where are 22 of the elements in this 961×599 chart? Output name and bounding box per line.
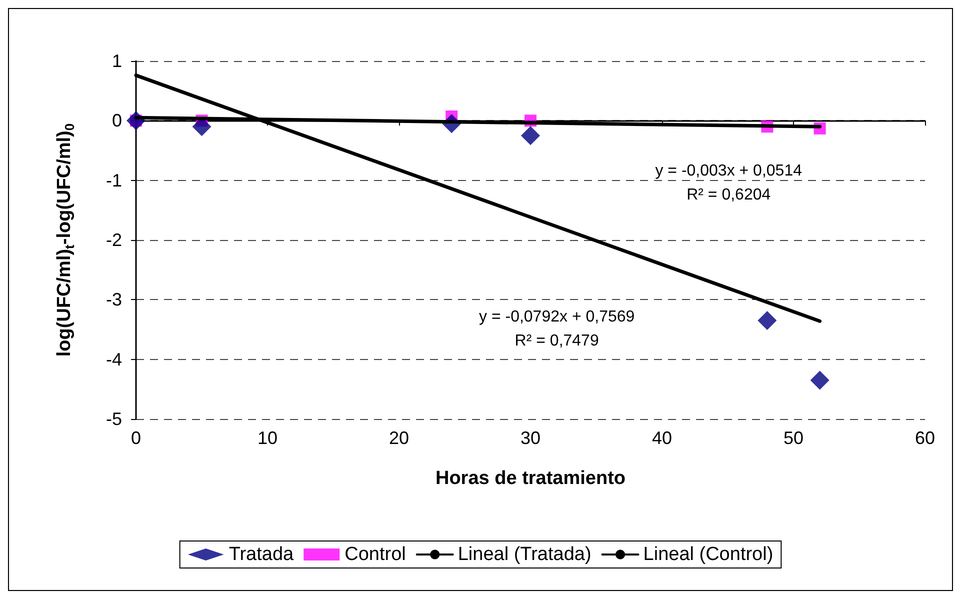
y-tick-label: -1 (106, 170, 122, 190)
annotation: y = -0,0792x + 0,7569 R² = 0,7479 (479, 308, 635, 350)
y-axis-title: log(UFC/ml)t-log(UFC/ml)0 (54, 123, 77, 357)
x-axis-title: Horas de tratamiento (435, 468, 626, 489)
y-tick-label: -3 (106, 290, 122, 310)
y-tick-label: -5 (106, 409, 122, 429)
x-tick-label: 60 (914, 428, 936, 448)
x-tick-label: 50 (783, 428, 804, 448)
x-tick-label: 10 (257, 428, 278, 448)
legend-label: Tratada (228, 544, 294, 565)
x-tick-label: 0 (130, 428, 142, 448)
y-tick-label: -2 (106, 230, 122, 250)
annotation: y = -0,003x + 0,0514 R² = 0,6204 (655, 162, 802, 204)
x-tick-label: 40 (652, 428, 672, 448)
y-tick-label: 1 (112, 51, 122, 71)
x-tick-label: 30 (520, 428, 541, 448)
y-tick-label: -4 (106, 349, 122, 370)
legend-label: Lineal (Tratada) (458, 544, 592, 565)
legend-label: Control (344, 544, 406, 565)
x-tick-label: 20 (388, 428, 410, 448)
legend-label: Lineal (Control) (643, 544, 774, 565)
y-tick-label: 0 (112, 110, 122, 131)
